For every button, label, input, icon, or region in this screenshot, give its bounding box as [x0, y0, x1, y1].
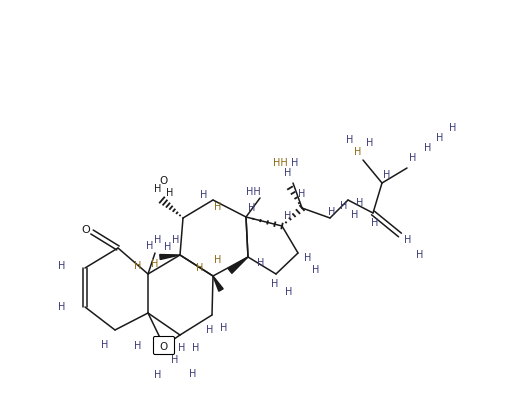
Text: H: H	[154, 184, 162, 194]
Text: H: H	[58, 261, 66, 271]
Text: H: H	[214, 255, 222, 265]
Text: H: H	[449, 123, 457, 133]
Text: H: H	[284, 168, 292, 178]
Text: H: H	[298, 189, 306, 199]
Text: HH: HH	[273, 158, 287, 168]
Text: H: H	[101, 340, 108, 350]
Text: H: H	[437, 133, 444, 143]
Text: H: H	[409, 153, 417, 163]
Text: H: H	[200, 190, 208, 200]
Text: H: H	[304, 253, 312, 263]
Text: H: H	[404, 235, 412, 245]
Text: H: H	[221, 323, 228, 333]
Text: H: H	[147, 241, 154, 251]
Text: H: H	[166, 188, 174, 198]
Text: H: H	[367, 138, 374, 148]
Text: H: H	[206, 325, 213, 335]
Text: H: H	[354, 147, 361, 157]
Text: H: H	[351, 210, 358, 220]
Text: O: O	[159, 176, 167, 186]
Text: H: H	[58, 302, 66, 312]
Text: H: H	[258, 258, 265, 268]
Text: H: H	[312, 265, 320, 275]
Text: H: H	[271, 279, 279, 289]
FancyBboxPatch shape	[154, 336, 174, 354]
Text: H: H	[248, 203, 256, 213]
Text: H: H	[196, 263, 204, 273]
Text: O: O	[82, 225, 90, 235]
Text: H: H	[172, 235, 179, 245]
Text: H: H	[424, 143, 431, 153]
Text: H: H	[154, 370, 162, 380]
Text: H: H	[356, 198, 364, 208]
Polygon shape	[160, 254, 180, 259]
Text: O: O	[160, 341, 168, 352]
Text: H: H	[340, 201, 348, 211]
Text: H: H	[189, 369, 197, 379]
Text: H: H	[154, 235, 162, 245]
Text: HH: HH	[245, 187, 261, 197]
Text: H: H	[285, 287, 293, 297]
Text: H: H	[329, 207, 336, 217]
Text: H: H	[214, 202, 222, 212]
Text: H: H	[171, 355, 178, 365]
Text: H: H	[192, 343, 200, 353]
Text: H: H	[151, 259, 159, 269]
Text: H: H	[284, 211, 292, 221]
Text: H: H	[134, 261, 141, 271]
Text: H: H	[292, 158, 299, 168]
Text: H: H	[134, 341, 141, 351]
Text: H: H	[371, 218, 379, 228]
Text: H: H	[346, 135, 354, 145]
Text: H: H	[383, 170, 391, 180]
Polygon shape	[228, 257, 248, 273]
Text: H: H	[164, 242, 172, 252]
Polygon shape	[213, 276, 223, 291]
Text: H: H	[416, 250, 424, 260]
Text: H: H	[178, 343, 186, 353]
